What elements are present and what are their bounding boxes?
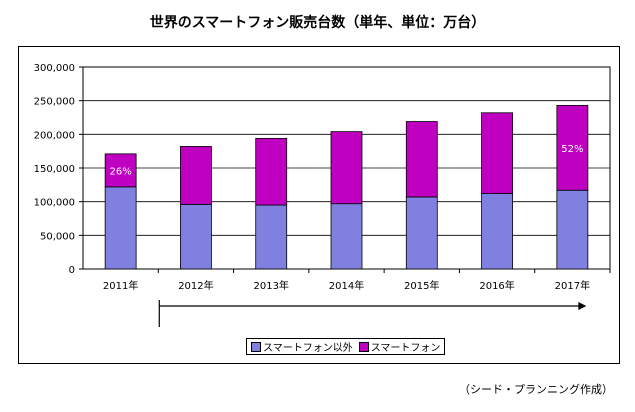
data-label: 52% [561,144,583,155]
legend: スマートフォン以外 スマートフォン [246,338,446,355]
bar-non-smartphone [104,186,137,270]
y-tick-label: 200,000 [34,130,75,141]
y-tick-label: 250,000 [34,97,75,108]
legend-label-smartphone: スマートフォン [370,343,441,354]
bar-non-smartphone [556,189,589,270]
bar-smartphone [180,146,212,205]
bar-smartphone [405,121,438,198]
bar-smartphone [556,104,589,191]
x-tick-label: 2012年 [178,279,213,292]
source-note: （シード・プランニング作成） [459,383,613,396]
legend-label-non-smartphone: スマートフォン以外 [263,343,353,354]
forecast-arrow-head [578,302,587,310]
y-tick-label: 100,000 [34,198,75,209]
x-tick-label: 2017年 [555,279,590,292]
bar-smartphone [104,153,137,188]
x-tick-label: 2016年 [479,279,514,292]
bar-non-smartphone [330,203,363,270]
y-tick-label: 0 [69,265,75,276]
x-tick-label: 2014年 [329,279,364,292]
x-tick-label: 2013年 [253,279,288,292]
legend-item-smartphone: スマートフォン [358,339,441,354]
bar-non-smartphone [481,193,513,270]
bar-smartphone [481,112,513,194]
y-tick-label: 300,000 [34,63,75,74]
legend-swatch-non-smartphone [251,341,261,352]
y-tick-label: 150,000 [34,164,75,175]
legend-item-non-smartphone: スマートフォン以外 [251,339,353,354]
bar-non-smartphone [405,196,438,270]
data-label: 26% [110,166,132,177]
bar-smartphone [255,137,288,206]
bar-non-smartphone [255,204,288,270]
bar-non-smartphone [180,203,212,270]
x-tick-label: 2015年 [404,279,439,292]
x-tick-label: 2011年 [103,279,138,292]
legend-swatch-smartphone [358,341,369,352]
bar-smartphone [330,131,363,205]
y-tick-label: 50,000 [40,231,75,242]
chart-title: 世界のスマートフォン販売台数（単年、単位：万台） [149,15,486,31]
